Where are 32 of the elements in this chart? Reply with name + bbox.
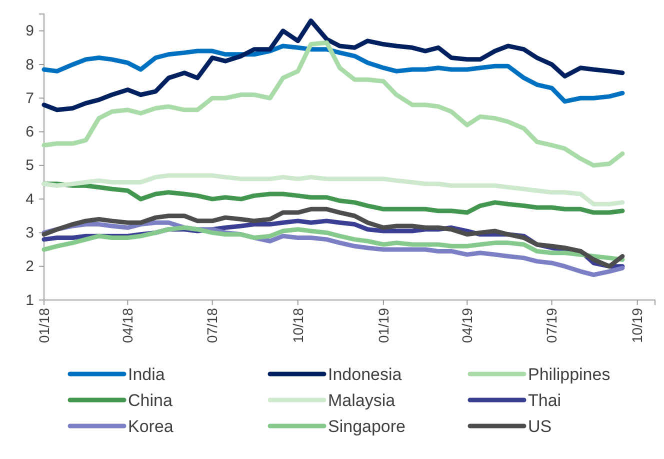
x-tick-label: 10/19	[629, 308, 646, 344]
y-tick-label: 2	[26, 258, 34, 276]
legend-label: US	[528, 416, 552, 436]
line-series	[42, 173, 625, 206]
y-tick-label: 3	[26, 224, 34, 242]
y-tick-label: 7	[26, 90, 34, 107]
line-series	[42, 206, 625, 269]
y-tick-label: 5	[26, 157, 34, 174]
x-tick-label: 07/19	[544, 308, 560, 344]
legend-label: Singapore	[328, 416, 406, 436]
x-tick-label: 10/18	[290, 308, 306, 344]
legend-label: Malaysia	[328, 390, 396, 410]
y-tick-label: 9	[26, 22, 34, 40]
legend-label: Korea	[128, 416, 174, 436]
x-tick-label: 01/19	[375, 308, 392, 344]
x-tick-label: 01/18	[36, 308, 52, 344]
x-tick-label: 07/18	[204, 308, 220, 344]
line-series	[42, 40, 625, 168]
line-series	[42, 44, 625, 104]
x-tick-label: 04/19	[459, 308, 476, 344]
y-tick-label: 4	[26, 190, 34, 208]
line-series	[42, 18, 625, 112]
legend-label: China	[128, 390, 173, 410]
legend-label: Indonesia	[328, 364, 402, 384]
y-tick-label: 8	[26, 56, 34, 74]
x-tick-label: 04/18	[120, 308, 136, 344]
y-tick-label: 1	[26, 292, 34, 309]
legend-label: India	[128, 364, 166, 384]
legend-label: Thai	[528, 390, 562, 410]
y-tick-label: 6	[26, 124, 34, 141]
legend-label: Philippines	[528, 364, 610, 384]
line-series	[42, 225, 625, 262]
